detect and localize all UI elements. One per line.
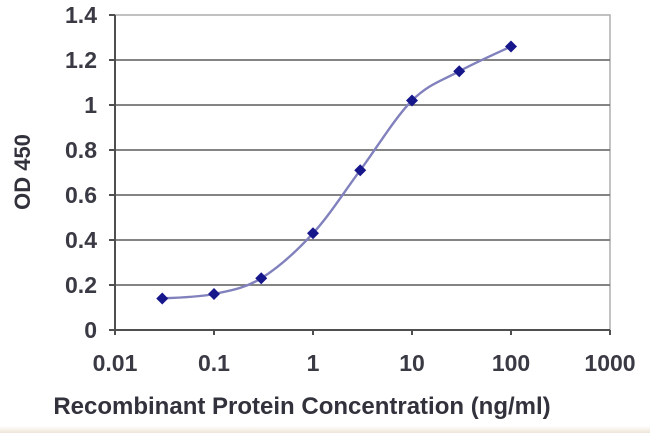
y-axis-title: OD 450 [10,134,35,210]
x-tick-label: 1 [307,350,320,376]
data-point-marker [307,227,319,240]
x-tick-label: 0.1 [198,350,230,376]
y-tick-label: 0.2 [65,272,97,298]
series-line [161,45,513,300]
x-tick-label: 10 [399,350,425,376]
data-point-marker [255,272,268,285]
y-tick-label: 1.2 [65,47,97,73]
x-tick-label: 1000 [584,350,635,376]
x-tick-label: 0.01 [93,350,138,376]
y-tick-label: 0 [84,317,97,343]
data-point-marker [156,292,169,305]
y-tick-label: 1 [84,92,97,118]
data-point-marker [453,65,466,78]
x-tick-label: 100 [492,350,530,376]
x-axis-title: Recombinant Protein Concentration (ng/ml… [53,393,550,420]
y-tick-label: 0.4 [65,227,97,253]
y-tick-label: 0.6 [65,182,97,208]
data-point-marker [354,164,367,177]
data-point-marker [406,94,418,107]
y-tick-label: 0.8 [65,137,97,163]
data-point-marker [505,40,517,53]
data-point-marker [208,288,220,300]
y-tick-label: 1.4 [65,2,97,28]
